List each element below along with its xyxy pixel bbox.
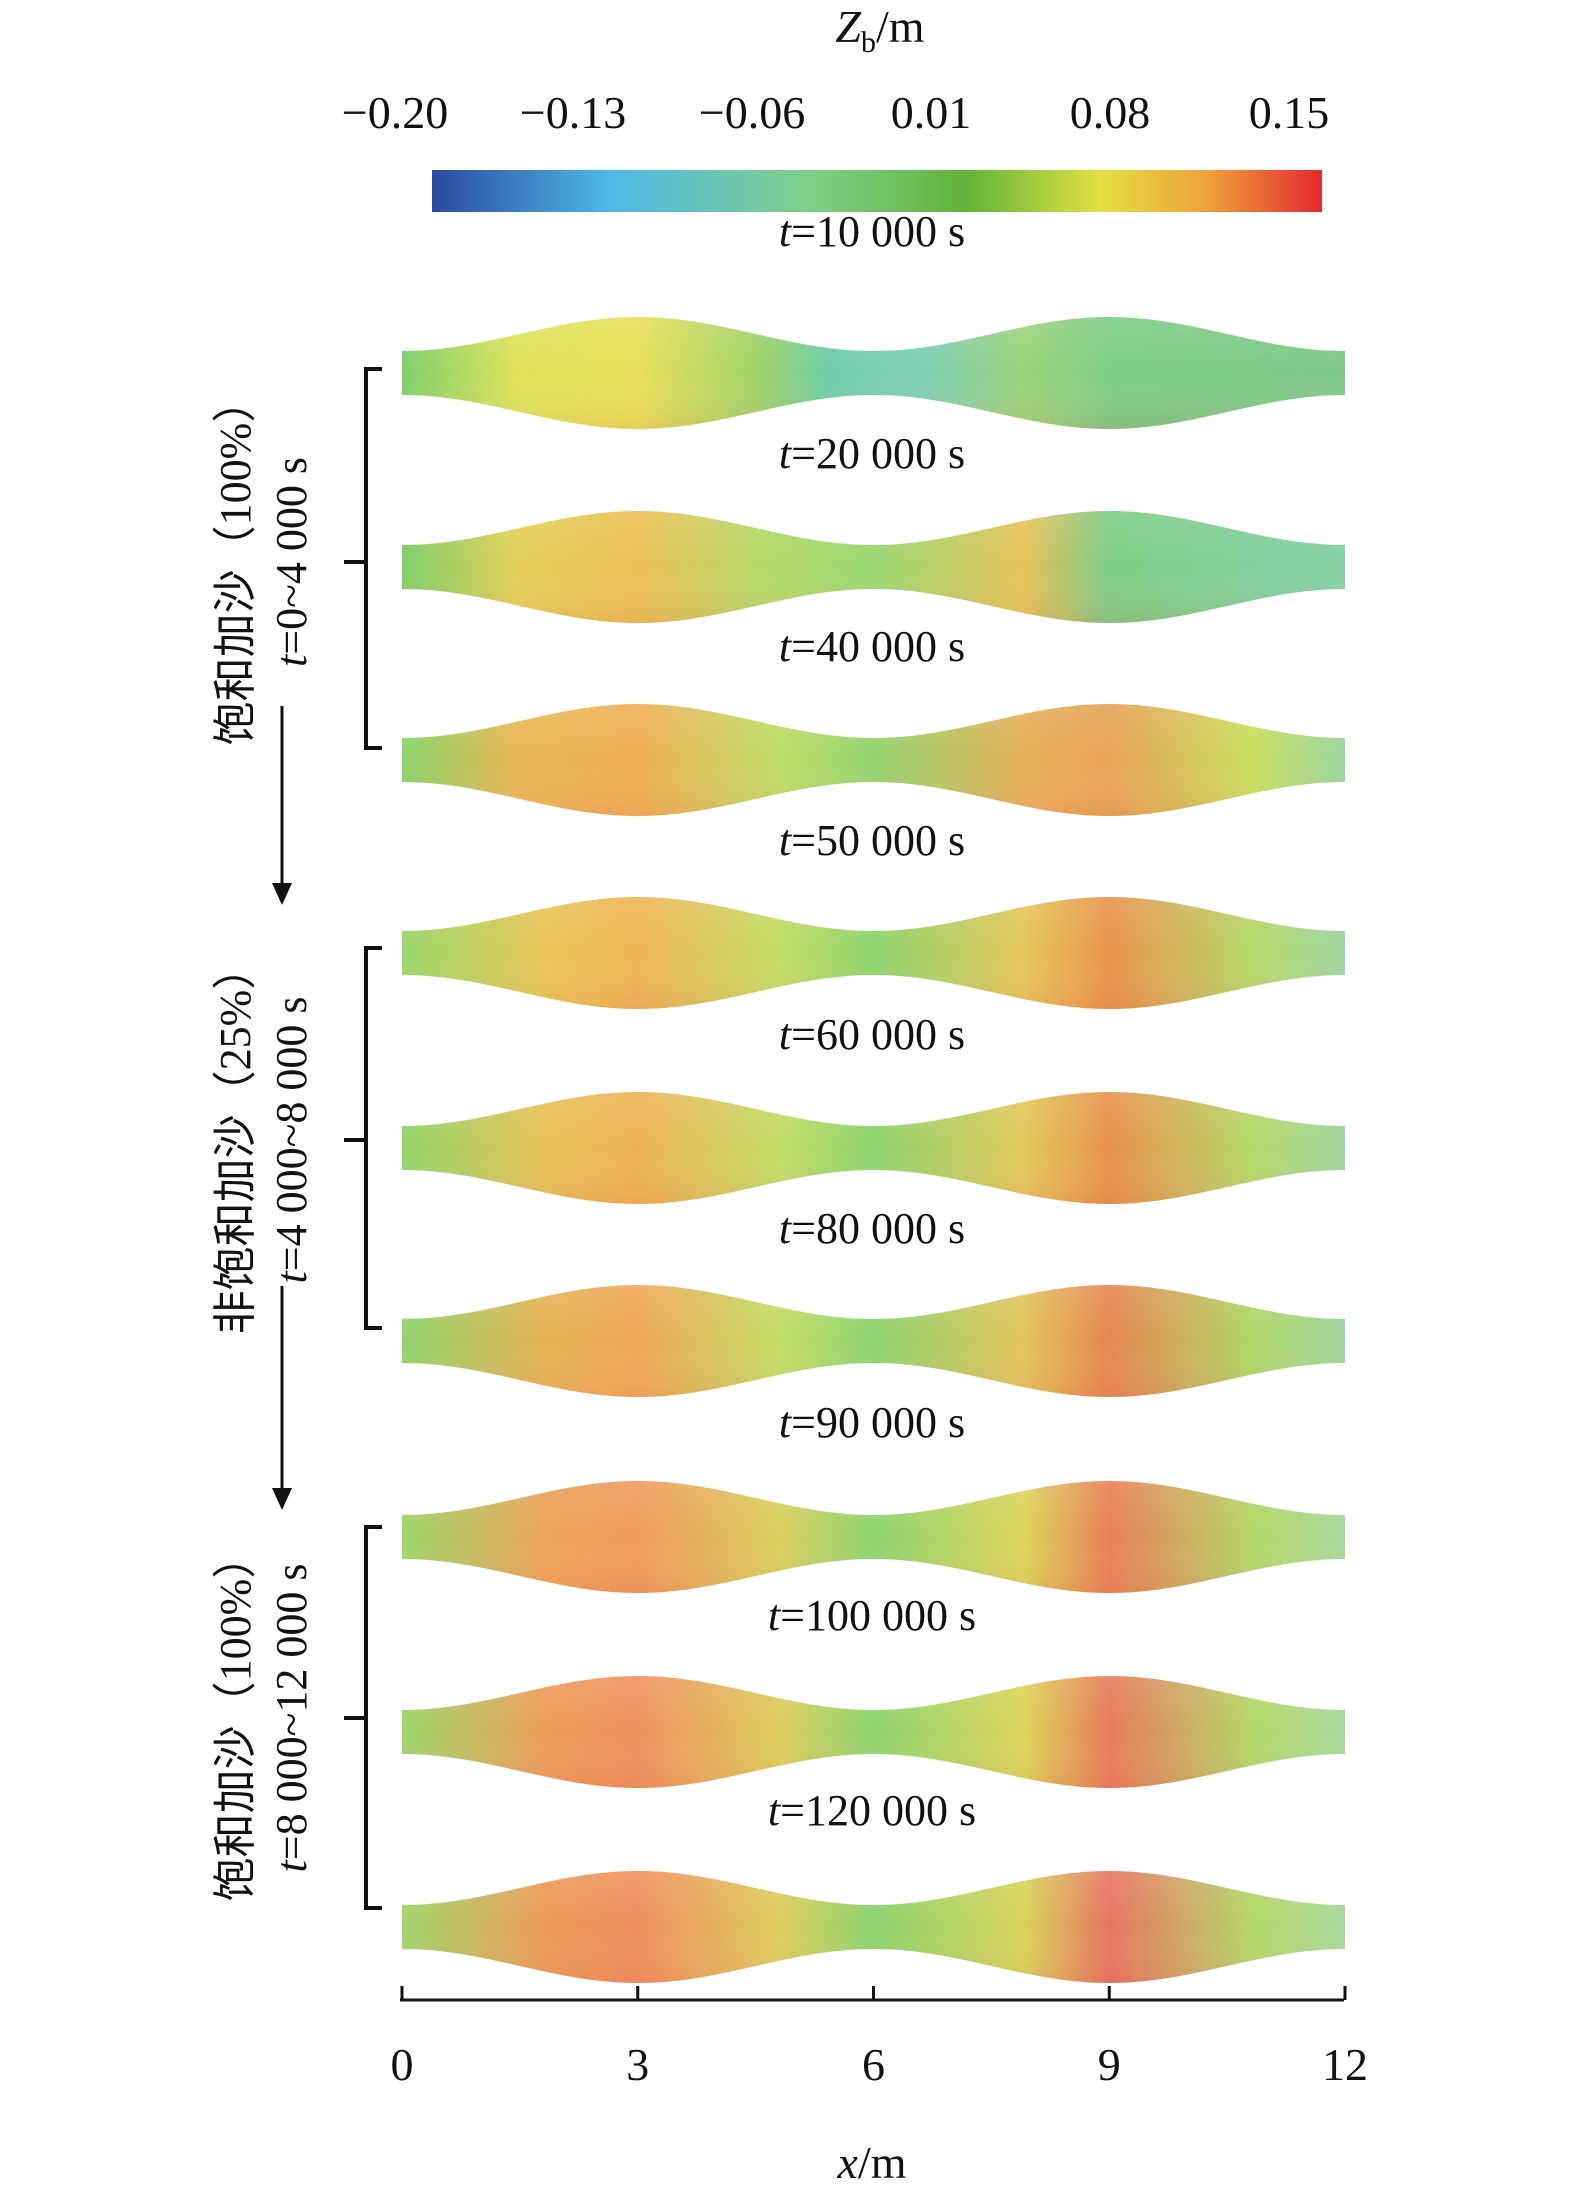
colorbar-title: Zb/m [835,1,924,59]
bed-shading-panel-5 [402,1092,1345,1204]
phase-name-3: 饱和加沙（100%） [211,1535,260,1902]
phase-arrow-head-1 [272,883,292,905]
panel-time-label-5: t=60 000 s [779,1010,965,1059]
x-tick-label-0: 0 [391,2039,414,2090]
colorbar-tick-0: −0.20 [342,87,448,138]
bed-shading-panel-9 [402,1871,1345,1983]
x-tick-label-1: 3 [626,2039,649,2090]
panel-time-label-9: t=120 000 s [768,1786,976,1835]
panel-time-label-6: t=80 000 s [779,1204,965,1253]
colorbar [432,170,1322,212]
x-tick-label-2: 6 [862,2039,885,2090]
phase-name-2: 非饱和加沙（25%） [211,946,260,1335]
phase-arrow-head-2 [272,1488,292,1510]
phase-bracket-3 [344,1525,382,1910]
phase-name-1: 饱和加沙（100%） [211,379,260,746]
x-axis: 0 3 6 9 12 x/m [391,1986,1368,2188]
colorbar-tick-1: −0.13 [520,87,626,138]
panel-time-label-7: t=90 000 s [779,1398,965,1447]
panel-time-label-2: t=20 000 s [779,429,965,478]
x-tick-label-3: 9 [1098,2039,1121,2090]
phase-bracket-2 [344,946,382,1330]
colorbar-tick-5: 0.15 [1249,87,1330,138]
panels: t=10 000 s t=20 000 s t=40 000 s t=50 000 s… [402,207,1345,1983]
phase-time-2: t=4 000~8 000 s [267,997,316,1284]
panel-time-label-1: t=10 000 s [779,207,965,256]
bed-shading-panel-4 [402,897,1345,1009]
colorbar-tick-3: 0.01 [891,87,972,138]
panel-time-label-3: t=40 000 s [779,622,965,671]
bed-shading-panel-7 [402,1481,1345,1593]
colorbar-tick-4: 0.08 [1070,87,1151,138]
bed-shading-panel-6 [402,1285,1345,1397]
bed-shading-panel-3 [402,704,1345,816]
x-axis-title: x/m [837,2137,907,2188]
panel-time-label-8: t=100 000 s [768,1591,976,1640]
colorbar-tick-2: −0.06 [699,87,805,138]
bed-shading-panel-8 [402,1676,1345,1788]
phase-time-3: t=8 000~12 000 s [267,1564,316,1873]
x-tick-label-4: 12 [1322,2039,1368,2090]
bed-shading-panel-1 [402,317,1345,429]
colorbar-tick-labels: −0.20 −0.13 −0.06 0.01 0.08 0.15 [342,87,1329,138]
bed-shading-panel-2 [402,511,1345,623]
phase-time-1: t=0~4 000 s [267,457,316,667]
phase-bracket-1 [344,367,382,750]
x-ticks: 0 3 6 9 12 [391,1986,1368,2090]
panel-time-label-4: t=50 000 s [779,816,965,865]
